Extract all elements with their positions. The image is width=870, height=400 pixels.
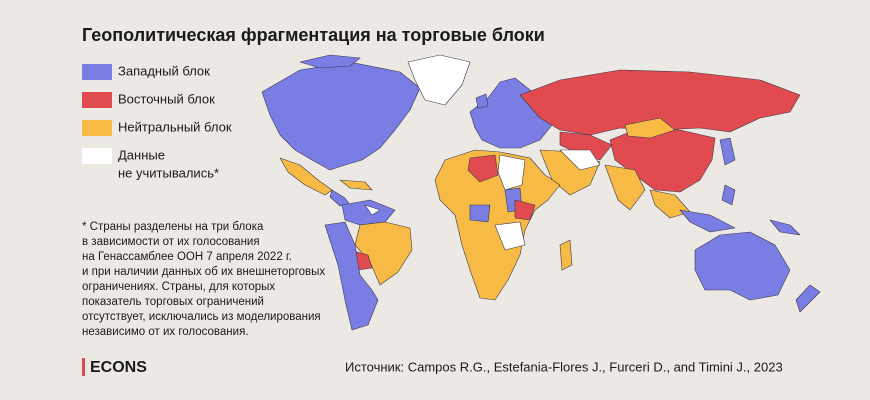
- country: [604, 164, 646, 211]
- legend-swatch: [82, 64, 112, 80]
- country: [324, 221, 379, 331]
- footnote-line: * Страны разделены на три блока: [82, 221, 264, 233]
- country: [279, 157, 333, 196]
- legend: Западный блок Восточный блок Нейтральный б…: [82, 63, 232, 180]
- country: [559, 149, 601, 171]
- legend-label: не учитывались*: [118, 165, 219, 180]
- country: [694, 231, 791, 301]
- legend-label: Нейтральный блок: [118, 119, 232, 134]
- country: [514, 199, 536, 221]
- country: [364, 204, 381, 216]
- country: [354, 221, 413, 286]
- legend-swatch: [82, 120, 112, 136]
- country: [407, 54, 471, 106]
- footnote-line: независимо от их голосования.: [82, 326, 249, 338]
- footnote-line: и при наличии данных об их внешнеторговы…: [82, 266, 325, 278]
- country: [261, 61, 421, 171]
- country: [624, 117, 676, 139]
- brand: ECONS: [90, 359, 147, 376]
- footnote-line: в зависимости от их голосования: [82, 236, 260, 248]
- world-map: [261, 54, 821, 331]
- legend-label: Западный блок: [118, 63, 210, 78]
- country: [559, 239, 573, 271]
- footnote-line: ограничениях. Страны, для которых: [82, 281, 275, 293]
- country: [299, 54, 361, 69]
- country: [559, 131, 613, 161]
- footnote: * Страны разделены на три блока в зависим…: [82, 221, 325, 338]
- country: [721, 184, 736, 206]
- country: [769, 219, 801, 236]
- legend-swatch: [82, 148, 112, 164]
- country: [719, 137, 736, 166]
- country: [469, 204, 491, 223]
- country: [795, 284, 821, 313]
- country: [679, 209, 736, 233]
- country: [467, 154, 499, 183]
- brand-bar: [82, 358, 85, 376]
- country: [339, 179, 373, 191]
- legend-swatch: [82, 92, 112, 108]
- country: [519, 69, 801, 136]
- country: [497, 154, 526, 191]
- footnote-line: отсутствует, исключались из моделировани…: [82, 311, 321, 323]
- country: [475, 93, 489, 109]
- legend-label: Данные: [118, 147, 165, 162]
- footnote-line: показатель торговых ограничений: [82, 296, 264, 308]
- country: [649, 189, 691, 219]
- source: Источник: Campos R.G., Estefania-Flores …: [345, 359, 783, 374]
- footnote-line: на Генассамблее ООН 7 апреля 2022 г.: [82, 251, 292, 263]
- country: [494, 221, 526, 251]
- legend-label: Восточный блок: [118, 91, 215, 106]
- title: Геополитическая фрагментация на торговые…: [82, 25, 545, 45]
